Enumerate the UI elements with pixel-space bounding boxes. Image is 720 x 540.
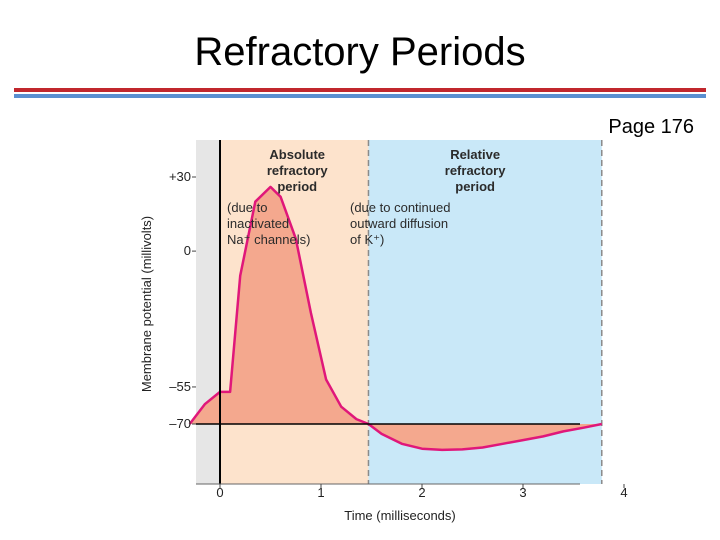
absolute-period-note: Na⁺ channels) (227, 232, 310, 247)
relative-period-title: Relative (450, 147, 500, 162)
absolute-period-title: period (277, 179, 317, 194)
title-underline-blue (14, 94, 706, 98)
y-tick-label: +30 (169, 169, 191, 184)
relative-period-note: of K⁺) (350, 232, 384, 247)
relative-period-note: outward diffusion (350, 216, 448, 231)
page-reference: Page 176 (608, 116, 694, 138)
y-axis-label: Membrane potential (millivolts) (139, 216, 154, 392)
absolute-period-note: (due to (227, 200, 267, 215)
action-potential-curve (188, 185, 603, 452)
y-tick-label: –70 (169, 416, 191, 431)
action-potential-area (189, 186, 602, 450)
x-tick-label: 2 (418, 485, 425, 500)
x-tick-label: 1 (317, 485, 324, 500)
y-tick-label: –55 (169, 379, 191, 394)
relative-period-title: period (455, 179, 495, 194)
absolute-period-title: Absolute (269, 147, 325, 162)
absolute-period-title: refractory (267, 163, 328, 178)
relative-period-note: (due to continued (350, 200, 450, 215)
x-tick-label: 4 (620, 485, 627, 500)
y-tick-label: 0 (184, 243, 191, 258)
slide-title: Refractory Periods (194, 30, 526, 74)
pre-stimulus-region (196, 140, 220, 484)
relative-period-title: refractory (445, 163, 506, 178)
x-axis-label: Time (milliseconds) (344, 508, 455, 523)
x-tick-label: 0 (216, 485, 223, 500)
x-tick-label: 3 (519, 485, 526, 500)
absolute-period-note: inactivated (227, 216, 289, 231)
title-underline-red (14, 88, 706, 92)
